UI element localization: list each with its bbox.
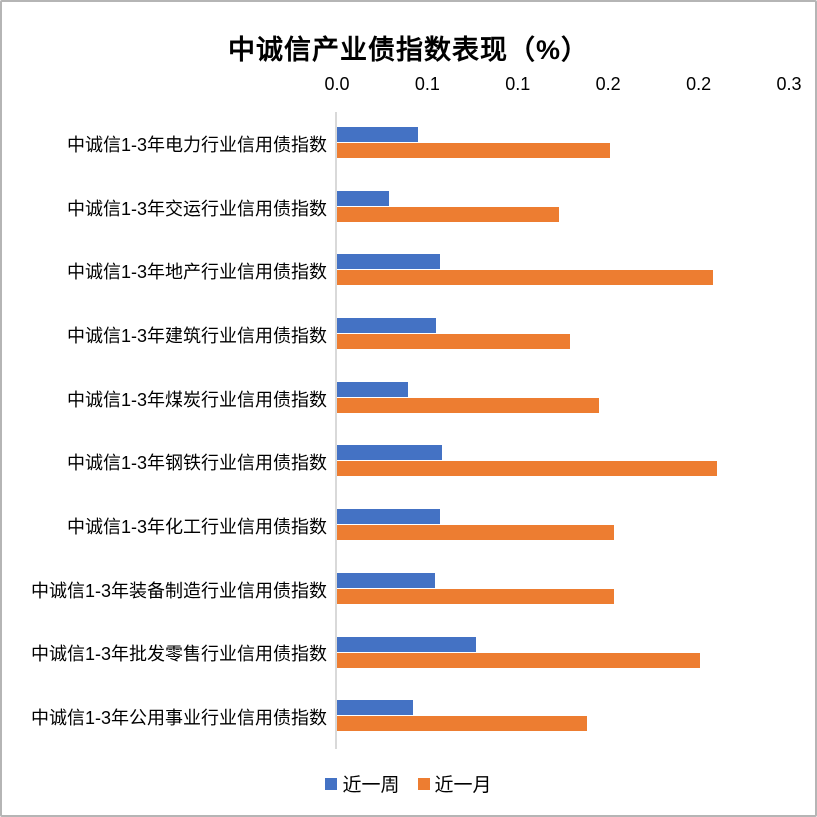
bar-row xyxy=(337,430,789,494)
bar-row xyxy=(337,622,789,686)
bar-row xyxy=(337,367,789,431)
bar-row xyxy=(337,239,789,303)
bar-近一周 xyxy=(337,127,419,142)
category-label: 中诚信1-3年化工行业信用债指数 xyxy=(66,516,327,537)
bar-近一月 xyxy=(337,652,701,668)
bar-近一周 xyxy=(337,190,390,206)
category-label: 中诚信1-3年地产行业信用债指数 xyxy=(66,262,327,283)
x-tick-label: 0.1 xyxy=(505,74,531,94)
category-label: 中诚信1-3年装备制造行业信用债指数 xyxy=(30,580,327,601)
bar-近一周 xyxy=(337,445,442,461)
bar-近一月 xyxy=(337,206,560,222)
bar-近一月 xyxy=(337,334,571,350)
x-tick-label: 0.3 xyxy=(776,74,802,94)
x-tick-label: 0.1 xyxy=(414,74,440,94)
x-tick-label: 0.2 xyxy=(686,74,712,94)
bar-row xyxy=(337,685,789,749)
x-tick-label: 0.2 xyxy=(595,74,621,94)
category-label: 中诚信1-3年电力行业信用债指数 xyxy=(66,134,327,155)
bar-近一月 xyxy=(337,461,717,477)
legend-item: 近一月 xyxy=(417,770,492,797)
bar-近一周 xyxy=(337,381,408,397)
chart-title: 中诚信产业债指数表现（%） xyxy=(227,35,589,65)
bar-row xyxy=(337,558,789,622)
bar-row xyxy=(337,494,789,558)
bar-近一月 xyxy=(337,588,614,604)
legend-label: 近一月 xyxy=(434,775,492,796)
bar-row xyxy=(337,112,789,176)
plot-area xyxy=(335,112,789,749)
legend-swatch-icon xyxy=(325,777,338,790)
bar-近一月 xyxy=(337,397,600,413)
category-label: 中诚信1-3年批发零售行业信用债指数 xyxy=(30,644,327,665)
category-label: 中诚信1-3年交运行业信用债指数 xyxy=(66,198,327,219)
bar-近一周 xyxy=(337,572,435,588)
bar-近一周 xyxy=(337,254,441,270)
category-axis-labels: 中诚信1-3年电力行业信用债指数 中诚信1-3年交运行业信用债指数 中诚信1-3年地… xyxy=(8,112,327,749)
legend-swatch-icon xyxy=(417,777,430,790)
bar-近一月 xyxy=(337,270,714,286)
bar-近一月 xyxy=(337,143,610,158)
bar-近一周 xyxy=(337,318,437,334)
bar-近一月 xyxy=(337,716,587,732)
chart-legend: 近一周 近一月 xyxy=(2,770,815,797)
category-label: 中诚信1-3年公用事业行业信用债指数 xyxy=(30,708,327,729)
bar-近一周 xyxy=(337,636,477,652)
legend-label: 近一周 xyxy=(342,775,400,796)
legend-item: 近一周 xyxy=(325,770,400,797)
x-axis-tick-labels: 0.0 0.1 0.1 0.2 0.2 0.3 xyxy=(324,74,801,96)
bar-近一周 xyxy=(337,509,441,525)
category-label: 中诚信1-3年钢铁行业信用债指数 xyxy=(66,453,327,474)
x-tick-label: 0.0 xyxy=(324,74,350,94)
bar-row xyxy=(337,176,789,240)
value-axis-line xyxy=(335,112,337,749)
category-label: 中诚信1-3年煤炭行业信用债指数 xyxy=(66,389,327,410)
category-label: 中诚信1-3年建筑行业信用债指数 xyxy=(66,325,327,346)
bar-近一周 xyxy=(337,700,413,716)
bar-近一月 xyxy=(337,525,614,541)
bar-row xyxy=(337,303,789,367)
